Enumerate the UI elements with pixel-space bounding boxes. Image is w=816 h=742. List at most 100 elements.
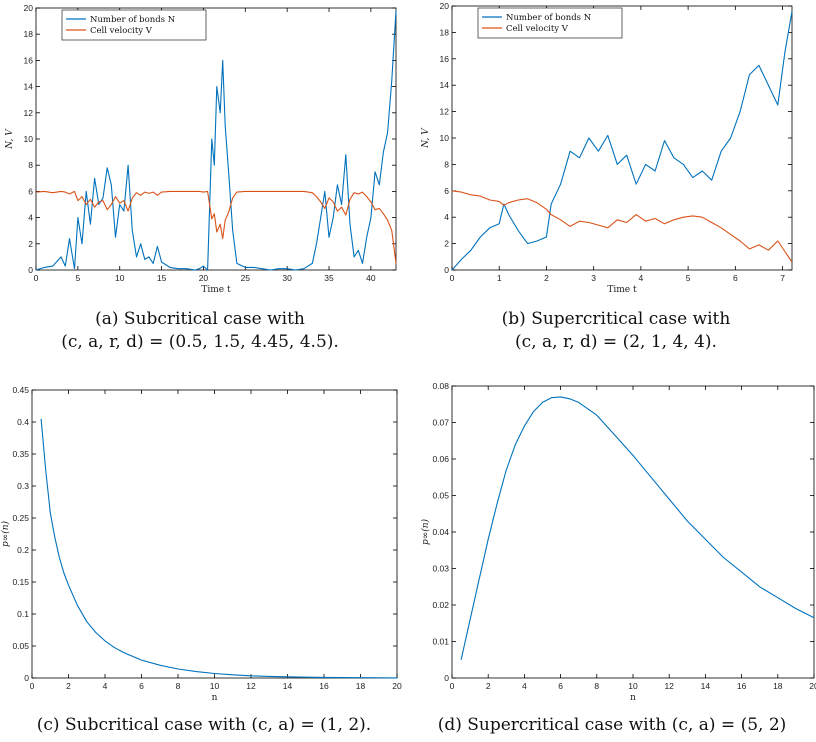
y-tick-label-c-0: 0	[24, 673, 29, 683]
legend-entry-b-1: Cell velocity V	[506, 24, 569, 34]
y-tick-label-a-3: 6	[28, 186, 33, 196]
caption-c: (c) Subcritical case with (c, a) = (1, 2…	[0, 714, 408, 737]
x-axis-label-a: Time t	[201, 285, 231, 295]
y-tick-label-c-7: 0.35	[12, 449, 29, 459]
x-tick-label-c-3: 6	[139, 681, 144, 691]
x-tick-label-d-9: 18	[773, 681, 783, 691]
legend-box-b	[477, 7, 623, 39]
y-tick-label-d-2: 0.02	[432, 600, 449, 610]
x-tick-label-b-2: 2	[544, 273, 549, 283]
x-tick-label-d-2: 4	[522, 681, 527, 691]
y-tick-label-a-7: 14	[24, 82, 34, 92]
x-tick-label-c-4: 8	[176, 681, 181, 691]
y-tick-label-c-5: 0.25	[12, 513, 29, 523]
x-tick-label-b-0: 0	[450, 273, 455, 283]
x-tick-label-d-0: 0	[450, 681, 455, 691]
y-tick-label-c-8: 0.4	[17, 417, 29, 427]
y-tick-label-b-2: 4	[444, 212, 449, 222]
caption-c-line-1: (c) Subcritical case with (c, a) = (1, 2…	[36, 715, 372, 735]
y-tick-label-a-10: 20	[24, 3, 34, 13]
legend-entry-a-0: Number of bonds N	[90, 15, 176, 25]
y-tick-label-b-9: 18	[440, 27, 450, 37]
y-tick-label-d-8: 0.08	[432, 381, 449, 391]
plot-frame-c	[31, 389, 398, 679]
series-line-b-0	[451, 11, 793, 271]
y-tick-label-a-2: 4	[28, 213, 33, 223]
caption-a: (a) Subcritical case with (c, a, r, d) =…	[0, 308, 400, 354]
y-tick-label-b-6: 12	[440, 107, 450, 117]
x-axis-label-d: n	[630, 693, 636, 703]
y-tick-label-c-3: 0.15	[12, 577, 29, 587]
x-tick-label-c-5: 10	[210, 681, 220, 691]
caption-a-line-2: (c, a, r, d) = (0.5, 1.5, 4.45, 4.5).	[61, 332, 339, 352]
x-tick-label-d-1: 2	[486, 681, 491, 691]
y-tick-label-a-8: 16	[24, 55, 34, 65]
x-tick-label-a-8: 40	[366, 273, 376, 283]
x-tick-label-d-8: 16	[737, 681, 747, 691]
y-tick-label-a-5: 10	[24, 134, 34, 144]
series-line-a-0	[35, 10, 397, 271]
x-tick-label-d-6: 12	[664, 681, 674, 691]
x-tick-label-b-6: 6	[733, 273, 738, 283]
y-tick-label-d-0: 0	[444, 673, 449, 683]
plot-frame-d	[451, 385, 815, 679]
legend-entry-a-1: Cell velocity V	[90, 26, 153, 36]
x-tick-label-b-1: 1	[497, 273, 502, 283]
x-tick-label-d-3: 6	[558, 681, 563, 691]
y-tick-label-a-0: 0	[28, 265, 33, 275]
caption-b-line-2: (c, a, r, d) = (2, 1, 4, 4).	[515, 332, 717, 352]
caption-a-line-1: (a) Subcritical case with	[95, 309, 305, 329]
y-tick-label-b-5: 10	[440, 133, 450, 143]
y-tick-label-b-7: 14	[440, 80, 450, 90]
series-line-c-0	[40, 418, 398, 679]
series-line-a-1	[35, 190, 397, 264]
x-axis-label-c: n	[212, 693, 218, 703]
x-tick-label-c-9: 18	[356, 681, 366, 691]
x-tick-label-b-4: 4	[639, 273, 644, 283]
y-tick-label-c-9: 0.45	[12, 385, 29, 395]
y-tick-label-d-3: 0.03	[432, 564, 449, 574]
y-tick-label-c-4: 0.2	[17, 545, 29, 555]
legend-entry-b-0: Number of bonds N	[506, 13, 592, 23]
caption-d: (d) Supercritical case with (c, a) = (5,…	[408, 714, 816, 737]
y-tick-label-a-6: 12	[24, 108, 34, 118]
x-tick-label-b-7: 7	[780, 273, 785, 283]
x-tick-label-d-5: 10	[628, 681, 638, 691]
y-tick-label-d-6: 0.06	[432, 454, 449, 464]
y-tick-label-d-5: 0.05	[432, 491, 449, 501]
caption-b: (b) Supercritical case with (c, a, r, d)…	[416, 308, 816, 354]
x-tick-label-c-8: 16	[319, 681, 329, 691]
series-line-b-1	[451, 190, 793, 263]
series-line-d-0	[460, 396, 815, 660]
x-tick-label-d-7: 14	[701, 681, 711, 691]
x-tick-label-c-6: 12	[246, 681, 256, 691]
y-tick-label-a-9: 18	[24, 29, 34, 39]
y-tick-label-a-1: 2	[28, 239, 33, 249]
x-tick-label-b-5: 5	[686, 273, 691, 283]
y-tick-label-a-4: 8	[28, 160, 33, 170]
y-tick-label-d-4: 0.04	[432, 527, 449, 537]
legend-box-a	[61, 9, 207, 41]
x-tick-label-c-10: 20	[392, 681, 402, 691]
x-tick-label-c-1: 2	[66, 681, 71, 691]
x-tick-label-a-3: 15	[157, 273, 167, 283]
x-tick-label-a-2: 10	[115, 273, 125, 283]
y-axis-label-a: N, V	[5, 128, 15, 150]
x-tick-label-c-2: 4	[103, 681, 108, 691]
x-tick-label-a-7: 35	[324, 273, 334, 283]
y-tick-label-b-4: 8	[444, 159, 449, 169]
x-tick-label-c-7: 14	[283, 681, 293, 691]
y-tick-label-c-1: 0.05	[12, 641, 29, 651]
x-tick-label-a-1: 5	[75, 273, 80, 283]
x-tick-label-a-6: 30	[282, 273, 292, 283]
y-tick-label-d-7: 0.07	[432, 418, 449, 428]
y-tick-label-b-3: 6	[444, 186, 449, 196]
y-tick-label-b-1: 2	[444, 239, 449, 249]
plot-frame-a	[35, 7, 397, 271]
y-tick-label-b-0: 0	[444, 265, 449, 275]
y-tick-label-c-6: 0.3	[17, 481, 29, 491]
y-tick-label-d-1: 0.01	[432, 637, 449, 647]
y-axis-label-d: p∞(n)	[420, 518, 431, 545]
y-tick-label-b-10: 20	[440, 1, 450, 11]
